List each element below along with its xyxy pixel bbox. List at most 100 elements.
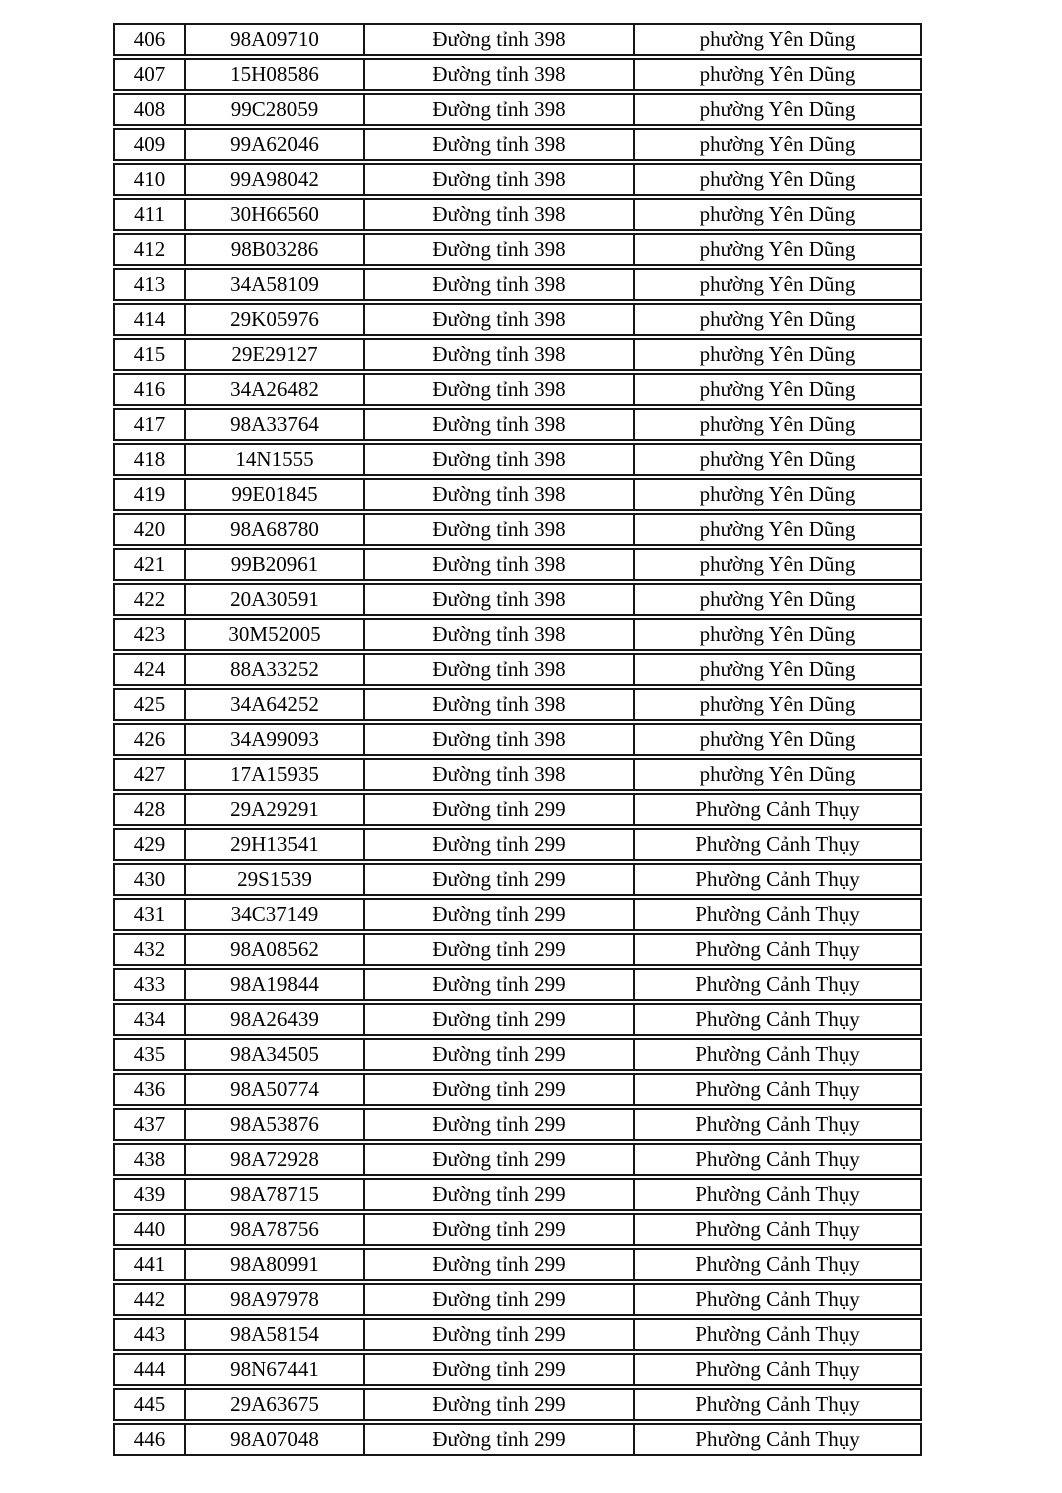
table-row: 422 20A30591 Đường tỉnh 398 phường Yên D… xyxy=(113,583,922,616)
cell-road-name: Đường tỉnh 398 xyxy=(365,200,635,229)
cell-ward-name: Phường Cảnh Thụy xyxy=(695,1392,860,1416)
cell-ward-name: Phường Cảnh Thụy xyxy=(695,867,860,891)
table-row: 432 98A08562 Đường tỉnh 299 Phường Cảnh … xyxy=(113,933,922,966)
cell-vehicle-code: 20A30591 xyxy=(186,585,365,614)
cell-vehicle-code: 29S1539 xyxy=(186,865,365,894)
cell-ward-name: Phường Cảnh Thụy xyxy=(695,1042,860,1066)
table-row: 437 98A53876 Đường tỉnh 299 Phường Cảnh … xyxy=(113,1108,922,1141)
table-row: 434 98A26439 Đường tỉnh 299 Phường Cảnh … xyxy=(113,1003,922,1036)
cell-row-number: 413 xyxy=(115,270,186,299)
cell-row-number: 415 xyxy=(115,340,186,369)
vehicle-table: 406 98A09710 Đường tỉnh 398 phường Yên D… xyxy=(113,23,922,1458)
cell-road-name: Đường tỉnh 299 xyxy=(365,1355,635,1384)
cell-vehicle-code: 29E29127 xyxy=(186,340,365,369)
cell-row-number: 406 xyxy=(115,25,186,54)
cell-row-number: 407 xyxy=(115,60,186,89)
cell-road-name: Đường tỉnh 398 xyxy=(365,445,635,474)
cell-row-number: 427 xyxy=(115,760,186,789)
cell-row-number: 418 xyxy=(115,445,186,474)
table-row: 408 99C28059 Đường tỉnh 398 phường Yên D… xyxy=(113,93,922,126)
table-row: 423 30M52005 Đường tỉnh 398 phường Yên D… xyxy=(113,618,922,651)
cell-vehicle-code: 98A09710 xyxy=(186,25,365,54)
cell-vehicle-code: 98A08562 xyxy=(186,935,365,964)
table-row: 410 99A98042 Đường tỉnh 398 phường Yên D… xyxy=(113,163,922,196)
cell-vehicle-code: 98A26439 xyxy=(186,1005,365,1034)
cell-road-name: Đường tỉnh 299 xyxy=(365,1250,635,1279)
cell-road-name: Đường tỉnh 299 xyxy=(365,1215,635,1244)
cell-vehicle-code: 88A33252 xyxy=(186,655,365,684)
cell-row-number: 419 xyxy=(115,480,186,509)
cell-ward-name: phường Yên Dũng xyxy=(699,377,856,401)
table-row: 415 29E29127 Đường tỉnh 398 phường Yên D… xyxy=(113,338,922,371)
cell-vehicle-code: 34C37149 xyxy=(186,900,365,929)
cell-vehicle-code: 98A50774 xyxy=(186,1075,365,1104)
cell-ward-name: phường Yên Dũng xyxy=(699,272,856,296)
table-row: 433 98A19844 Đường tỉnh 299 Phường Cảnh … xyxy=(113,968,922,1001)
table-row: 418 14N1555 Đường tỉnh 398 phường Yên Dũ… xyxy=(113,443,922,476)
cell-ward-name: phường Yên Dũng xyxy=(699,412,856,436)
cell-row-number: 446 xyxy=(115,1425,186,1454)
cell-road-name: Đường tỉnh 299 xyxy=(365,1110,635,1139)
table-row: 421 99B20961 Đường tỉnh 398 phường Yên D… xyxy=(113,548,922,581)
cell-row-number: 416 xyxy=(115,375,186,404)
table-row: 420 98A68780 Đường tỉnh 398 phường Yên D… xyxy=(113,513,922,546)
cell-road-name: Đường tỉnh 299 xyxy=(365,1180,635,1209)
cell-row-number: 438 xyxy=(115,1145,186,1174)
cell-ward-name: phường Yên Dũng xyxy=(699,727,856,751)
cell-ward-name: phường Yên Dũng xyxy=(699,447,856,471)
cell-road-name: Đường tỉnh 398 xyxy=(365,95,635,124)
cell-vehicle-code: 98A97978 xyxy=(186,1285,365,1314)
cell-vehicle-code: 98A72928 xyxy=(186,1145,365,1174)
cell-row-number: 426 xyxy=(115,725,186,754)
cell-ward-name: Phường Cảnh Thụy xyxy=(695,1147,860,1171)
table-row: 429 29H13541 Đường tỉnh 299 Phường Cảnh … xyxy=(113,828,922,861)
cell-road-name: Đường tỉnh 398 xyxy=(365,25,635,54)
cell-row-number: 431 xyxy=(115,900,186,929)
cell-road-name: Đường tỉnh 398 xyxy=(365,305,635,334)
cell-row-number: 417 xyxy=(115,410,186,439)
table-row: 438 98A72928 Đường tỉnh 299 Phường Cảnh … xyxy=(113,1143,922,1176)
table-row: 430 29S1539 Đường tỉnh 299 Phường Cảnh T… xyxy=(113,863,922,896)
cell-vehicle-code: 34A26482 xyxy=(186,375,365,404)
cell-vehicle-code: 34A58109 xyxy=(186,270,365,299)
table-row: 419 99E01845 Đường tỉnh 398 phường Yên D… xyxy=(113,478,922,511)
table-row: 427 17A15935 Đường tỉnh 398 phường Yên D… xyxy=(113,758,922,791)
cell-ward-name: Phường Cảnh Thụy xyxy=(695,1112,860,1136)
cell-row-number: 409 xyxy=(115,130,186,159)
cell-road-name: Đường tỉnh 398 xyxy=(365,235,635,264)
table-row: 440 98A78756 Đường tỉnh 299 Phường Cảnh … xyxy=(113,1213,922,1246)
cell-vehicle-code: 99B20961 xyxy=(186,550,365,579)
table-row: 431 34C37149 Đường tỉnh 299 Phường Cảnh … xyxy=(113,898,922,931)
cell-ward-name: phường Yên Dũng xyxy=(699,342,856,366)
table-row: 424 88A33252 Đường tỉnh 398 phường Yên D… xyxy=(113,653,922,686)
cell-row-number: 439 xyxy=(115,1180,186,1209)
cell-vehicle-code: 34A64252 xyxy=(186,690,365,719)
cell-row-number: 408 xyxy=(115,95,186,124)
cell-vehicle-code: 98A19844 xyxy=(186,970,365,999)
cell-row-number: 444 xyxy=(115,1355,186,1384)
cell-ward-name: Phường Cảnh Thụy xyxy=(695,972,860,996)
cell-ward-name: phường Yên Dũng xyxy=(699,97,856,121)
cell-ward-name: phường Yên Dũng xyxy=(699,657,856,681)
cell-vehicle-code: 98A58154 xyxy=(186,1320,365,1349)
cell-road-name: Đường tỉnh 398 xyxy=(365,165,635,194)
cell-vehicle-code: 29K05976 xyxy=(186,305,365,334)
cell-ward-name: Phường Cảnh Thụy xyxy=(695,1322,860,1346)
cell-road-name: Đường tỉnh 398 xyxy=(365,550,635,579)
cell-vehicle-code: 34A99093 xyxy=(186,725,365,754)
cell-row-number: 410 xyxy=(115,165,186,194)
cell-vehicle-code: 29A29291 xyxy=(186,795,365,824)
cell-row-number: 437 xyxy=(115,1110,186,1139)
cell-vehicle-code: 98A78715 xyxy=(186,1180,365,1209)
cell-vehicle-code: 30H66560 xyxy=(186,200,365,229)
cell-road-name: Đường tỉnh 398 xyxy=(365,620,635,649)
cell-road-name: Đường tỉnh 398 xyxy=(365,515,635,544)
cell-road-name: Đường tỉnh 398 xyxy=(365,585,635,614)
cell-vehicle-code: 98A80991 xyxy=(186,1250,365,1279)
cell-ward-name: Phường Cảnh Thụy xyxy=(695,1007,860,1031)
cell-row-number: 428 xyxy=(115,795,186,824)
cell-row-number: 442 xyxy=(115,1285,186,1314)
table-row: 439 98A78715 Đường tỉnh 299 Phường Cảnh … xyxy=(113,1178,922,1211)
cell-ward-name: Phường Cảnh Thụy xyxy=(695,1427,860,1451)
